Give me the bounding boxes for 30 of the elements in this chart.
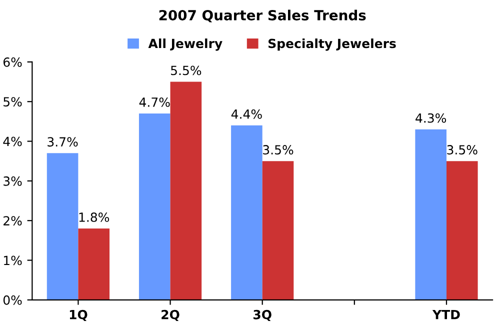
- y-tick-label: 1%: [4, 256, 22, 266]
- y-tick-label: 4%: [3, 136, 22, 146]
- data-label: 1.8%: [79, 212, 110, 222]
- x-tick-label: 2Q: [162, 310, 180, 321]
- y-tick-label: 3%: [4, 176, 22, 186]
- data-label: 5.5%: [171, 66, 202, 76]
- y-tick-label: 6%: [3, 57, 22, 67]
- x-tick-label: YTD: [432, 310, 460, 320]
- data-label: 4.4%: [231, 109, 262, 119]
- data-label: 4.3%: [416, 113, 446, 123]
- legend-label: Specialty Jewelers: [268, 38, 396, 51]
- x-tick-label: 1Q: [70, 310, 88, 321]
- bar: [170, 82, 202, 300]
- bar: [138, 114, 170, 300]
- bar: [262, 161, 294, 300]
- chart-title: 2007 Quarter Sales Trends: [159, 10, 366, 22]
- legend-label: All Jewelry: [148, 38, 222, 51]
- bar: [46, 153, 78, 300]
- data-label: 3.5%: [447, 145, 478, 155]
- y-tick-label: 2%: [4, 216, 22, 226]
- data-label: 3.7%: [48, 137, 78, 147]
- bar: [446, 161, 478, 300]
- y-tick-label: 0%: [3, 295, 22, 305]
- y-tick-label: 5%: [4, 97, 22, 107]
- bar: [415, 129, 446, 300]
- x-tick-label: 3Q: [254, 310, 272, 321]
- bar: [78, 228, 110, 300]
- bar: [231, 125, 262, 300]
- data-label: 3.5%: [263, 145, 294, 155]
- data-label: 4.7%: [139, 97, 170, 107]
